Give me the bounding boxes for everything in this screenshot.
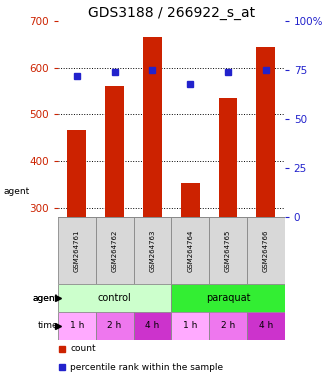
Text: 1 h: 1 h: [183, 321, 197, 330]
Bar: [96, 312, 133, 339]
Bar: [133, 217, 171, 285]
Bar: [96, 217, 133, 285]
Bar: [58, 285, 171, 312]
Text: GSM264766: GSM264766: [263, 230, 269, 272]
Bar: [171, 285, 285, 312]
Text: agent: agent: [32, 294, 59, 303]
Bar: [209, 312, 247, 339]
Bar: [256, 47, 275, 217]
Text: agent: agent: [32, 294, 58, 303]
Text: 4 h: 4 h: [145, 321, 160, 330]
Bar: [68, 130, 86, 217]
Bar: [171, 312, 209, 339]
Bar: [247, 217, 285, 285]
Text: 2 h: 2 h: [108, 321, 122, 330]
Bar: [143, 38, 162, 217]
Text: time: time: [38, 321, 58, 330]
Text: count: count: [71, 344, 96, 353]
Bar: [247, 312, 285, 339]
Text: GSM264762: GSM264762: [112, 230, 118, 272]
Bar: [133, 312, 171, 339]
Bar: [218, 98, 237, 217]
Text: agent: agent: [3, 187, 29, 197]
Text: 4 h: 4 h: [259, 321, 273, 330]
Text: percentile rank within the sample: percentile rank within the sample: [71, 362, 223, 372]
Text: GSM264764: GSM264764: [187, 230, 193, 272]
Bar: [171, 217, 209, 285]
Text: GSM264765: GSM264765: [225, 230, 231, 272]
Bar: [58, 217, 96, 285]
Text: GSM264763: GSM264763: [149, 230, 155, 272]
Bar: [181, 184, 200, 217]
Text: paraquat: paraquat: [206, 293, 250, 303]
Title: GDS3188 / 266922_s_at: GDS3188 / 266922_s_at: [88, 6, 255, 20]
Bar: [209, 217, 247, 285]
Bar: [105, 86, 124, 217]
Text: 2 h: 2 h: [221, 321, 235, 330]
Text: 1 h: 1 h: [70, 321, 84, 330]
Bar: [58, 312, 96, 339]
Text: control: control: [98, 293, 131, 303]
Text: GSM264761: GSM264761: [74, 230, 80, 272]
